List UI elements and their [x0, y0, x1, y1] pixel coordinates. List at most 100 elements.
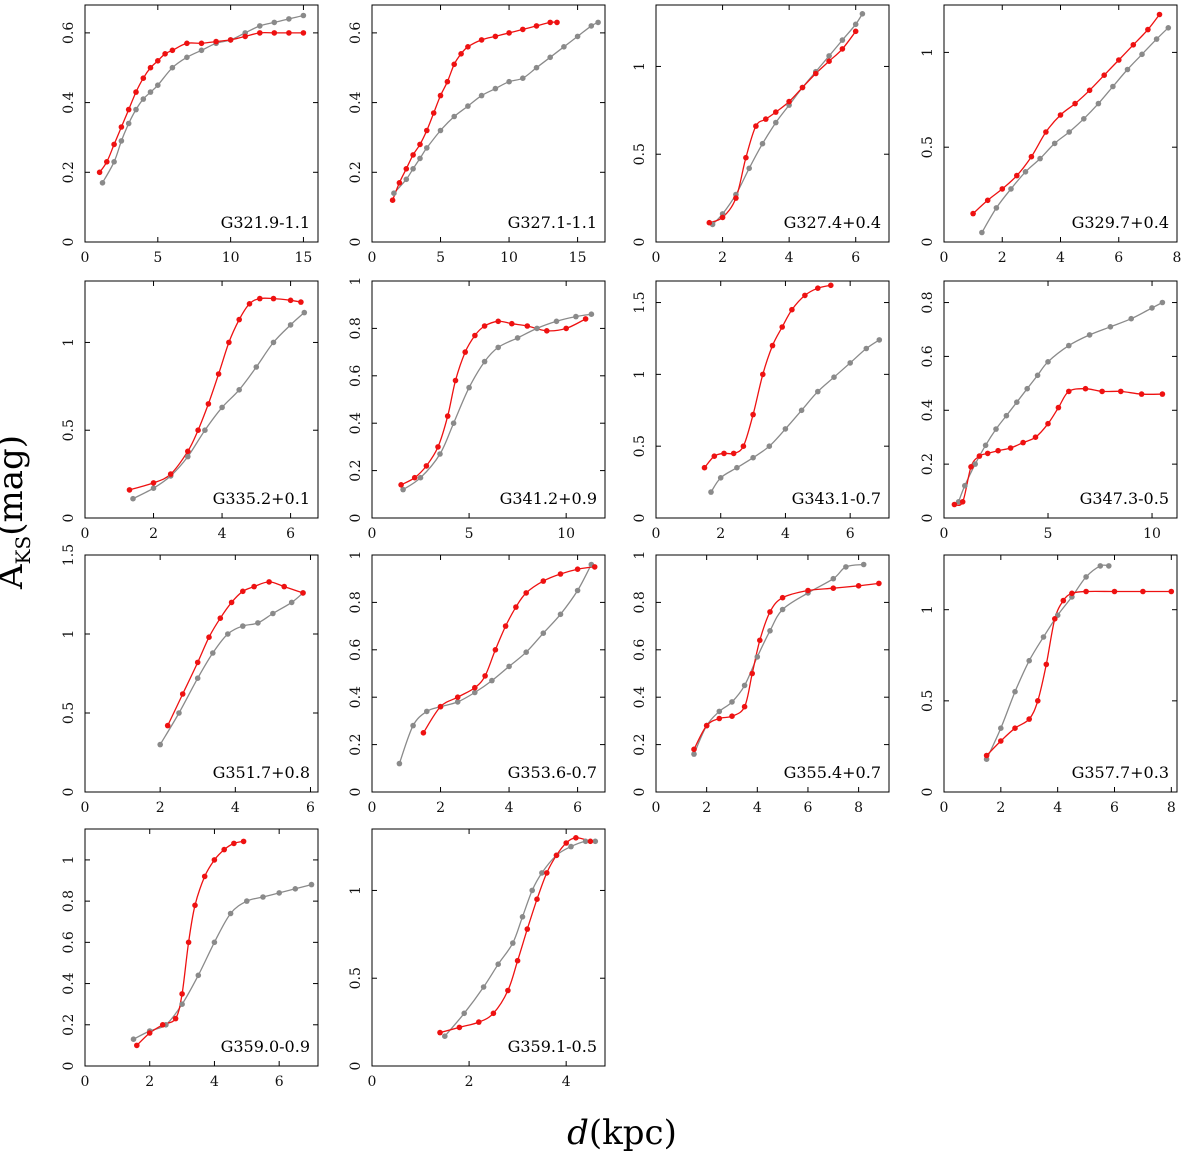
x-tick-label: 6 [1114, 250, 1123, 266]
x-axis-title-main: d [567, 1113, 589, 1153]
data-point-gray [271, 19, 278, 26]
x-tick-label: 6 [275, 1074, 284, 1090]
data-point-red [435, 444, 441, 450]
data-point-red [574, 566, 581, 572]
data-point-gray [1051, 140, 1058, 147]
data-point-gray [798, 407, 805, 414]
data-point-red [437, 92, 444, 99]
data-point-red [134, 1042, 140, 1049]
x-tick-label: 0 [368, 800, 377, 816]
data-point-red [125, 106, 132, 113]
data-point-red [741, 703, 748, 710]
data-point-red [437, 703, 444, 710]
data-point-gray [519, 914, 526, 920]
data-point-gray [210, 650, 216, 656]
data-point-red [544, 328, 550, 334]
x-tick-label: 0 [81, 1074, 90, 1090]
x-tick-label: 0 [940, 526, 949, 542]
x-tick-label: 0 [652, 526, 661, 542]
data-point-red [1138, 391, 1145, 397]
y-tick-label: 0.6 [920, 345, 936, 367]
data-point-red [786, 98, 792, 105]
data-point-red [172, 1015, 179, 1022]
data-point-red [995, 447, 1001, 454]
data-point-gray [300, 12, 307, 19]
x-tick-label: 15 [295, 250, 313, 266]
data-point-gray [198, 47, 205, 54]
panel-frame [84, 4, 319, 243]
data-point-gray [588, 311, 595, 318]
data-point-red [1057, 112, 1064, 118]
data-point-red [1130, 42, 1137, 48]
x-tick-label: 0 [940, 250, 949, 266]
data-point-gray [481, 358, 488, 365]
x-tick-label: 8 [854, 800, 863, 816]
data-point-red [540, 578, 547, 584]
data-point-red [179, 691, 186, 697]
data-point-red [492, 33, 499, 40]
data-point-red [799, 84, 806, 91]
data-point-red [557, 571, 564, 577]
data-point-gray [184, 54, 190, 61]
data-point-gray [424, 145, 430, 151]
data-point-red [1014, 172, 1020, 179]
data-point-gray [955, 499, 962, 505]
data-point-red [300, 30, 307, 36]
data-point-gray [506, 78, 512, 85]
data-point-red [740, 443, 747, 450]
data-point-red [424, 127, 430, 134]
x-tick-label: 5 [1044, 526, 1053, 542]
data-point-red [1043, 129, 1049, 135]
panel-title: G353.6-0.7 [508, 763, 597, 782]
y-tick-label: 0.6 [61, 22, 77, 44]
data-point-gray [437, 451, 443, 457]
panel-frame [943, 280, 1178, 519]
data-point-gray [1045, 359, 1051, 365]
data-point-red [490, 1010, 497, 1017]
data-point-red [733, 195, 739, 201]
data-point-gray [270, 610, 276, 617]
data-point-red [763, 116, 769, 122]
y-tick-label: 1 [632, 551, 648, 560]
data-point-gray [1008, 186, 1014, 192]
data-point-gray [843, 564, 849, 570]
x-tick-label: 2 [465, 1074, 474, 1090]
data-point-red [240, 838, 247, 845]
data-point-gray [553, 318, 560, 325]
data-point-gray [227, 910, 234, 917]
series-line-gray [981, 27, 1169, 233]
data-point-red [984, 197, 991, 204]
data-point-red [271, 30, 278, 36]
data-point-gray [240, 623, 246, 629]
data-point-red [403, 166, 410, 172]
data-point-gray [288, 599, 295, 606]
data-point-red [1020, 439, 1026, 446]
y-tick-label: 0.5 [920, 136, 936, 158]
panel-title: G357.7+0.3 [1072, 763, 1169, 782]
data-point-red [779, 324, 785, 330]
panel-G353.6-0.7: 0 2 4 6 0 0.2 0.4 0.6 0.8 1 G353.6-0.7 [348, 551, 606, 816]
y-tick-label: 0.6 [348, 365, 364, 387]
x-tick-label: 10 [1143, 526, 1161, 542]
data-point-gray [1165, 25, 1172, 31]
data-point-red [451, 61, 458, 68]
data-point-red [472, 684, 478, 691]
data-point-gray [859, 11, 866, 17]
data-point-gray [287, 322, 294, 328]
data-point-gray [1097, 563, 1104, 569]
data-point-gray [211, 939, 218, 946]
data-point-gray [847, 360, 853, 366]
data-point-gray [1012, 688, 1018, 695]
data-point-red [298, 299, 304, 305]
data-point-red [828, 282, 834, 289]
data-point-red [1168, 588, 1175, 595]
data-point-red [1072, 100, 1078, 107]
y-tick-label: 0.5 [61, 702, 77, 724]
data-point-red [162, 51, 168, 57]
data-point-red [716, 715, 723, 722]
data-point-red [257, 30, 263, 36]
data-point-red [1045, 420, 1051, 427]
data-point-red [155, 58, 161, 64]
data-point-red [1116, 57, 1122, 63]
panel-frame [84, 554, 319, 793]
